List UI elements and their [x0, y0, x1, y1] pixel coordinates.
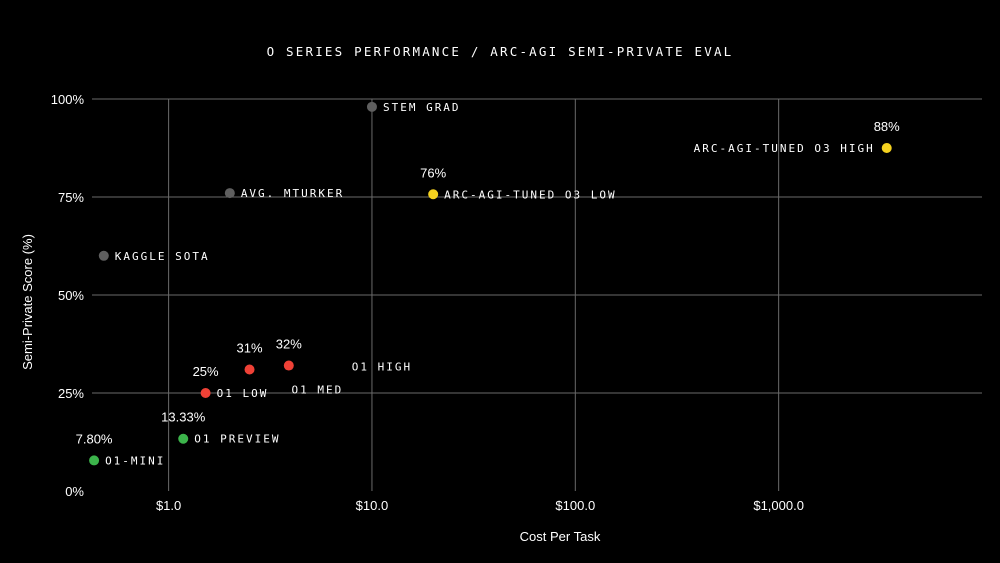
point-kaggle-sota: KAGGLE SOTA — [98, 250, 210, 263]
point-label: ARC-AGI-TUNED O3 HIGH — [694, 142, 875, 155]
point-label: O1-MINI — [105, 454, 165, 467]
point-stem-grad: STEM GRAD — [366, 101, 461, 114]
data-value-label: 25% — [193, 364, 219, 379]
point-label: KAGGLE SOTA — [115, 250, 210, 263]
x-tick-label: $100.0 — [555, 498, 595, 513]
data-value-label: 88% — [874, 119, 900, 134]
point-label: O1 HIGH — [352, 361, 412, 374]
point-o1-low: O1 LOW 25% — [193, 364, 269, 400]
point-marker — [366, 101, 377, 112]
point-marker — [200, 388, 211, 398]
y-tick-label: 25% — [58, 386, 84, 401]
data-value-label: 7.80% — [76, 431, 113, 446]
chart-title: O SERIES PERFORMANCE / ARC-AGI SEMI-PRIV… — [267, 44, 734, 59]
point-o1-mini: O1-MINI 7.80% — [76, 431, 165, 467]
y-tick-label: 50% — [58, 288, 84, 303]
data-value-label: 13.33% — [161, 410, 206, 425]
y-axis-label: Semi-Private Score (%) — [20, 234, 35, 370]
y-tick-label: 100% — [51, 92, 85, 107]
point-marker — [98, 250, 109, 261]
x-axis-label: Cost Per Task — [520, 529, 601, 544]
point-marker — [224, 188, 235, 199]
x-tick-label: $1.0 — [156, 498, 181, 513]
point-label: O1 LOW — [217, 387, 269, 400]
point-marker — [881, 143, 892, 153]
point-label: AVG. MTURKER — [241, 187, 344, 200]
y-tick-label: 75% — [58, 190, 84, 205]
grid-lines — [92, 98, 982, 491]
point-o1-high: O1 HIGH 32% — [276, 337, 412, 374]
point-marker — [244, 364, 255, 375]
data-points: STEM GRAD AVG. MTURKER KAGGLE SOTA ARC-AGI-… — [76, 101, 901, 468]
point-marker — [89, 455, 100, 466]
point-o1-med: O1 MED 31% — [237, 340, 344, 396]
data-value-label: 31% — [237, 340, 263, 355]
point-arc-agi-tuned-o3-low: ARC-AGI-TUNED O3 LOW 76% — [420, 165, 616, 201]
point-label: ARC-AGI-TUNED O3 LOW — [444, 188, 616, 201]
point-marker — [178, 433, 189, 444]
point-marker — [428, 189, 439, 200]
point-avg-mturker: AVG. MTURKER — [224, 187, 344, 200]
x-tick-label: $1,000.0 — [753, 498, 804, 513]
x-tick-label: $10.0 — [356, 498, 389, 513]
point-label: O1 MED — [292, 383, 344, 396]
tick-labels: 0% 25% 50% 75% 100% $1.0 $10.0 $100.0 $1,000.0 — [51, 92, 804, 513]
point-label: O1 PREVIEW — [194, 433, 280, 446]
data-value-label: 32% — [276, 337, 302, 352]
point-arc-agi-tuned-o3-high: ARC-AGI-TUNED O3 HIGH 88% — [694, 119, 901, 155]
data-value-label: 76% — [420, 165, 446, 180]
point-o1-preview: O1 PREVIEW 13.33% — [161, 410, 280, 446]
point-label: STEM GRAD — [383, 101, 461, 114]
y-tick-label: 0% — [65, 484, 84, 499]
point-marker — [283, 360, 294, 371]
